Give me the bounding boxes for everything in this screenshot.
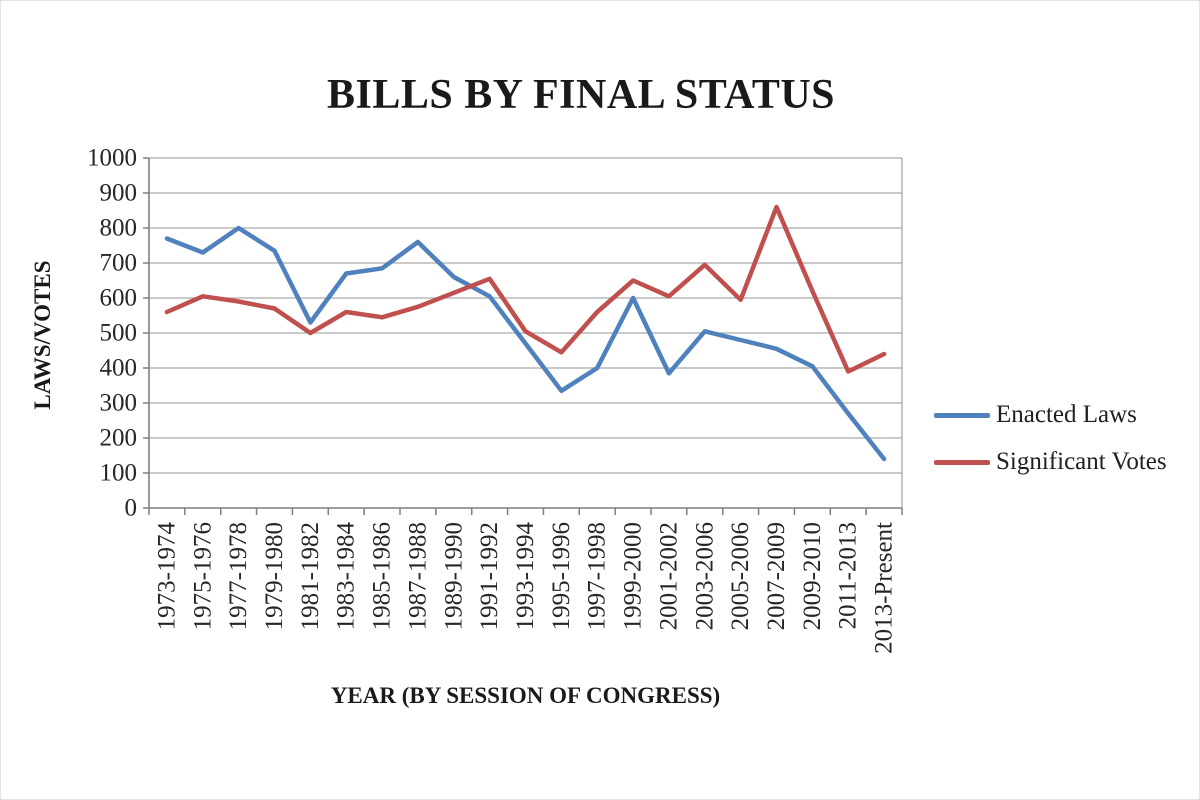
x-tick-label: 1991-1992 <box>476 522 503 630</box>
x-tick-label: 1999-2000 <box>620 522 647 630</box>
y-tick-label: 900 <box>100 180 138 207</box>
legend-item-enacted-laws: Enacted Laws <box>934 400 1167 430</box>
x-tick-label: 2007-2009 <box>763 522 790 630</box>
series-line-enacted-laws <box>164 225 887 462</box>
x-tick-label: 1975-1976 <box>189 522 216 630</box>
x-tick-label: 1993-1994 <box>512 522 539 631</box>
x-tick-label: 1973-1974 <box>153 522 180 631</box>
series-line-significant-votes <box>164 204 887 374</box>
y-tick-label: 800 <box>100 215 138 242</box>
y-tick-label: 1000 <box>87 145 137 172</box>
y-tick-label: 200 <box>100 425 138 452</box>
y-tick-label: 400 <box>100 355 138 382</box>
y-tick-label: 700 <box>100 250 138 277</box>
x-tick-label: 1985-1986 <box>369 522 396 630</box>
legend-label-significant-votes: Significant Votes <box>996 448 1167 475</box>
x-axis-title: YEAR (BY SESSION OF CONGRESS) <box>330 683 721 708</box>
y-tick-label: 100 <box>100 460 138 487</box>
x-tick-label: 2005-2006 <box>727 522 754 630</box>
x-tick-label: 2013-Present <box>871 522 898 654</box>
legend-swatch-enacted-laws-icon <box>934 412 990 418</box>
legend-item-significant-votes: Significant Votes <box>934 447 1167 477</box>
y-tick-label: 600 <box>100 285 138 312</box>
y-tick-label: 500 <box>100 320 138 347</box>
x-tick-label: 2001-2002 <box>655 522 682 630</box>
chart-title: BILLS BY FINAL STATUS <box>326 72 836 118</box>
x-tick-label: 1979-1980 <box>261 522 288 630</box>
legend: Enacted Laws Significant Votes <box>934 400 1167 477</box>
x-tick-label: 2011-2013 <box>835 522 862 629</box>
x-tick-label: 2009-2010 <box>799 522 826 630</box>
x-tick-label: 1983-1984 <box>333 522 360 631</box>
x-tick-label: 1977-1978 <box>225 522 252 630</box>
x-tick-label: 1995-1996 <box>548 522 575 630</box>
x-tick-label: 2003-2006 <box>691 522 718 630</box>
x-tick-label: 1989-1990 <box>440 522 467 630</box>
x-tick-label: 1997-1998 <box>584 522 611 630</box>
x-tick-label: 1981-1982 <box>297 522 324 630</box>
x-tick-label: 1987-1988 <box>404 522 431 630</box>
legend-label-enacted-laws: Enacted Laws <box>996 401 1137 428</box>
y-tick-label: 0 <box>125 495 138 522</box>
legend-swatch-significant-votes-icon <box>934 459 990 465</box>
y-tick-label: 300 <box>100 390 138 417</box>
